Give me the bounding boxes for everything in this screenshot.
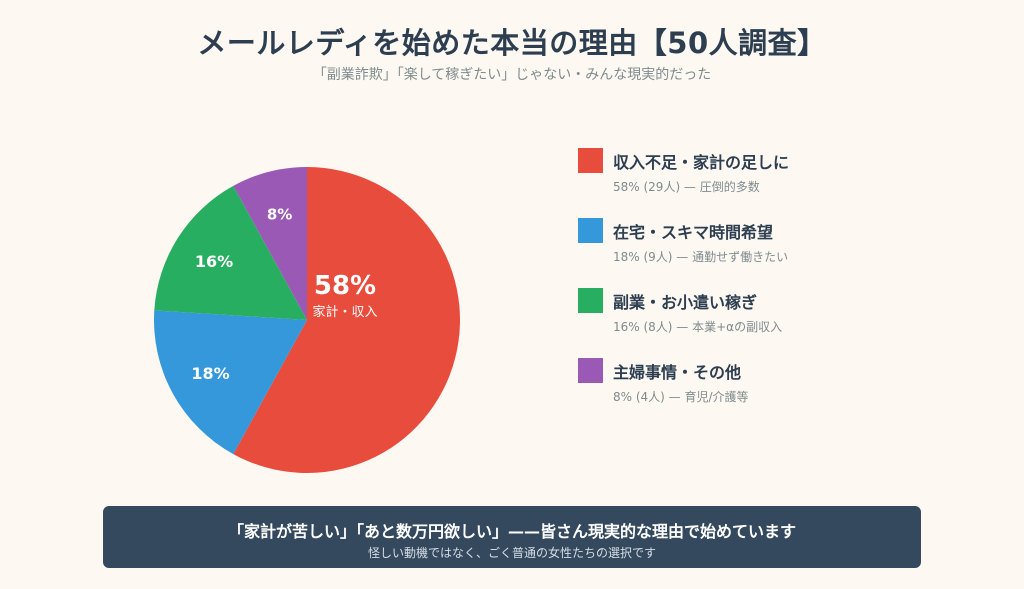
legend-detail-1: 58% (29人) — 圧倒的多数 [613,180,760,194]
pie-slice-2 [154,310,307,455]
legend-label-4: 主婦事情・その他 [613,363,742,382]
pie-slice-4 [233,167,307,320]
legend-item-2: 在宅・スキマ時間希望 18% (9人) — 通勤せず働きたい [578,216,998,286]
legend-label-2: 在宅・スキマ時間希望 [613,223,774,242]
pie-chart: 58% 家計・収入 18% 16% 8% [154,167,460,473]
chart-legend: 収入不足・家計の足しに 58% (29人) — 圧倒的多数在宅・スキマ時間希望 18… [578,146,998,426]
pie-label-1: 58% [314,271,376,301]
pie-label-2: 18% [191,364,229,383]
legend-swatch-3 [578,288,603,313]
legend-detail-2: 18% (9人) — 通勤せず働きたい [613,250,789,264]
pie-slice-3 [154,185,307,320]
legend-item-4: 主婦事情・その他 8% (4人) — 育児/介護等 [578,356,998,426]
pie-sublabel-1: 家計・収入 [312,304,377,320]
legend-item-1: 収入不足・家計の足しに 58% (29人) — 圧倒的多数 [578,146,998,216]
legend-label-1: 収入不足・家計の足しに [613,153,790,172]
legend-swatch-1 [578,148,603,173]
legend-detail-3: 16% (8人) — 本業+αの副収入 [613,320,783,334]
summary-banner: 「家計が苦しい」「あと数万円欲しい」——皆さん現実的な理由で始めています 怪しい… [103,506,921,568]
legend-swatch-4 [578,358,603,383]
banner-main-text: 「家計が苦しい」「あと数万円欲しい」——皆さん現実的な理由で始めています [227,522,796,541]
pie-slice-1 [233,167,460,473]
page-subtitle: 「副業詐欺」「楽して稼ぎたい」じゃない・みんな現実的だった [312,67,712,83]
legend-swatch-2 [578,218,603,243]
legend-item-3: 副業・お小遣い稼ぎ 16% (8人) — 本業+αの副収入 [578,286,998,356]
pie-label-3: 16% [195,252,233,271]
page-title: メールレディを始めた本当の理由【50人調査】 [197,26,827,60]
banner-sub-text: 怪しい動機ではなく、ごく普通の女性たちの選択です [367,546,656,560]
pie-label-4: 8% [267,205,292,223]
legend-detail-4: 8% (4人) — 育児/介護等 [613,390,749,404]
legend-label-3: 副業・お小遣い稼ぎ [613,293,758,312]
